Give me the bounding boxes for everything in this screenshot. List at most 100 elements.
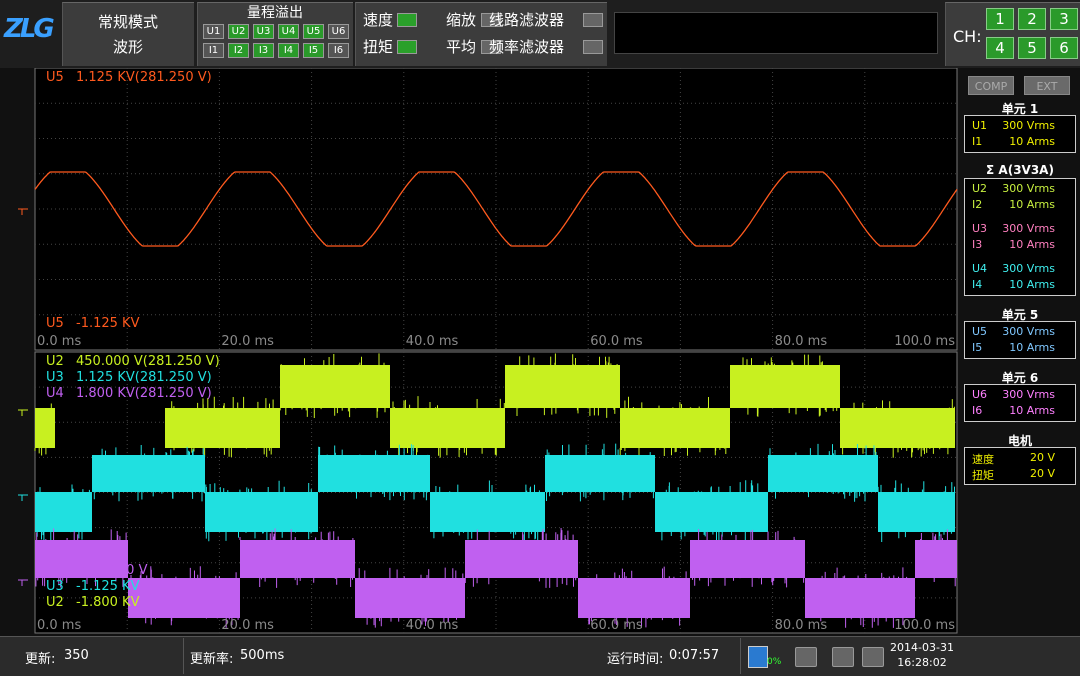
x-axis-label: 60.0 ms: [590, 618, 643, 633]
ground-marker: [18, 579, 28, 586]
control-indicator[interactable]: [583, 40, 603, 54]
channel-name: U4: [46, 386, 64, 401]
footer-divider: [183, 638, 184, 674]
waveform-spikes: [920, 529, 956, 587]
waveform-spikes: [392, 396, 505, 458]
waveform-block: [35, 540, 128, 578]
x-axis-label: 100.0 ms: [894, 618, 955, 633]
waveform-block: [915, 540, 957, 578]
waveform-block: [390, 408, 505, 448]
channel-label: CH:: [953, 27, 982, 46]
ground-marker: [18, 409, 28, 416]
control-label: 平均: [446, 38, 477, 56]
overflow-indicator: I1: [203, 43, 224, 58]
waveform-block: [205, 492, 318, 532]
waveform-spikes: [34, 403, 52, 456]
overflow-indicator: I5: [303, 43, 324, 58]
x-axis-label: 40.0 ms: [406, 618, 459, 633]
channel-scale: 450.000 V(281.250 V): [76, 354, 220, 369]
channel-button[interactable]: 2: [1018, 8, 1046, 30]
update-label: 更新:: [25, 652, 56, 667]
channel-button[interactable]: 1: [986, 8, 1014, 30]
row-name: U5: [972, 325, 988, 338]
waveform-block: [730, 365, 840, 408]
waveform-block: [35, 492, 92, 532]
mode-label: 常规模式: [97, 13, 158, 31]
waveform-spikes: [842, 399, 955, 458]
waveform-spikes: [769, 443, 877, 502]
cpu-icon: [748, 646, 768, 668]
channel-name: U4: [46, 563, 64, 578]
footer-divider: [740, 638, 741, 674]
waveform-block: [240, 540, 355, 578]
rate-label: 更新率:: [190, 652, 234, 667]
waveform-trace: [34, 171, 958, 247]
waveform-block: [280, 365, 390, 408]
footer-bar: [0, 636, 1080, 676]
waveform-spikes: [464, 528, 577, 588]
row-value: 10 Arms: [1009, 198, 1055, 211]
waveform-spikes: [546, 443, 654, 502]
channel-name: U2: [46, 595, 64, 610]
group-box: U6 300 Vrms I6 10 Arms: [964, 384, 1076, 422]
waveform-spikes: [661, 480, 759, 542]
control-indicator[interactable]: [397, 13, 417, 27]
waveform-block: [92, 455, 205, 492]
control-indicator[interactable]: [481, 13, 501, 27]
update-value: 350: [64, 648, 89, 663]
row-name: U3: [972, 222, 988, 235]
waveform-spikes: [318, 444, 429, 501]
channel-button[interactable]: 3: [1050, 8, 1078, 30]
waveform-spikes: [171, 396, 274, 458]
control-indicator[interactable]: [583, 13, 603, 27]
waveform-spikes: [742, 354, 838, 417]
x-axis-label: 80.0 ms: [775, 334, 828, 349]
waveform-spikes: [516, 353, 618, 418]
channel-button[interactable]: 5: [1018, 37, 1046, 59]
waveform-spikes: [619, 396, 727, 457]
row-value: 300 Vrms: [1002, 182, 1055, 195]
sidebar-button[interactable]: EXT: [1024, 76, 1070, 95]
channel-button[interactable]: 4: [986, 37, 1014, 59]
row-value: 10 Arms: [1009, 404, 1055, 417]
control-label: 线路滤波器: [489, 11, 565, 29]
x-axis-label: 60.0 ms: [590, 334, 643, 349]
channel-scale: -1.125 KV: [76, 579, 140, 594]
row-value: 10 Arms: [1009, 341, 1055, 354]
logo: ZLG: [4, 14, 55, 44]
control-indicator[interactable]: [481, 40, 501, 54]
status-icon[interactable]: [832, 647, 854, 667]
overflow-indicator: U6: [328, 24, 349, 39]
channel-panel: CH: 1 2 3 4 5 6: [945, 2, 1080, 66]
mode-panel[interactable]: 常规模式 波形: [62, 2, 194, 66]
waveform-spikes: [588, 566, 687, 628]
overflow-indicator: I4: [278, 43, 299, 58]
row-value: 20 V: [1029, 467, 1055, 480]
group-box: U5 300 Vrms I5 10 Arms: [964, 321, 1076, 359]
channel-scale: -1.800 KV: [76, 595, 140, 610]
row-name: I6: [972, 404, 983, 417]
row-name: 速度: [972, 453, 994, 466]
channel-name: U2: [46, 354, 64, 369]
waveform-block: [465, 540, 578, 578]
row-value: 10 Arms: [1009, 238, 1055, 251]
control-label: 缩放: [446, 11, 477, 29]
waveform-block: [805, 578, 915, 618]
row-name: I5: [972, 341, 983, 354]
waveform-spikes: [358, 567, 464, 628]
status-icon[interactable]: [862, 647, 884, 667]
status-icon[interactable]: [795, 647, 817, 667]
view-label: 波形: [112, 38, 143, 56]
waveform-block: [318, 455, 430, 492]
control-indicator[interactable]: [397, 40, 417, 54]
channel-name: U5: [46, 316, 64, 331]
channel-button[interactable]: 6: [1050, 37, 1078, 59]
row-value: 300 Vrms: [1002, 325, 1055, 338]
waveform-block: [690, 540, 805, 578]
x-axis-label: 80.0 ms: [775, 618, 828, 633]
sidebar-button[interactable]: COMP: [968, 76, 1014, 95]
waveform-spikes: [93, 445, 205, 502]
overflow-indicator: I6: [328, 43, 349, 58]
runtime-value: 0:07:57: [669, 648, 720, 663]
